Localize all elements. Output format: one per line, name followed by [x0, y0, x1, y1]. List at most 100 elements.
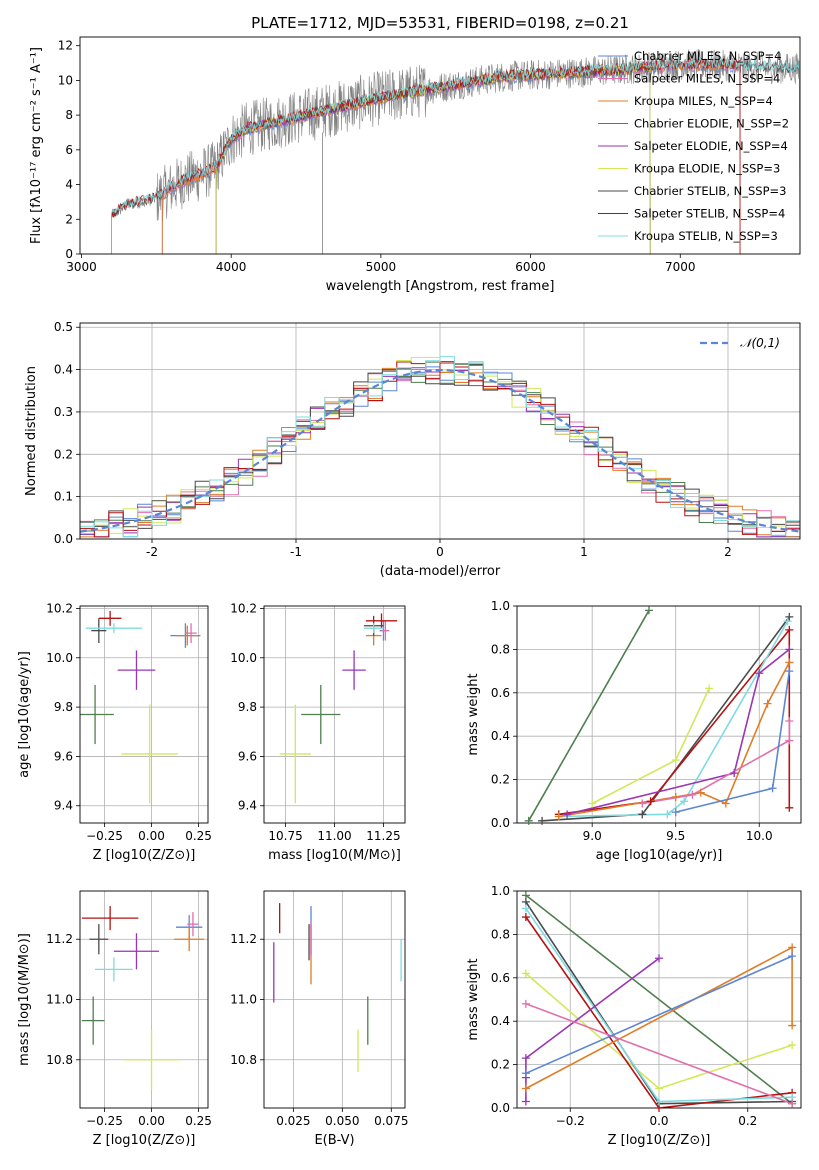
legend-label-salpeter_stelib: Salpeter STELIB, N_SSP=4 [634, 207, 785, 221]
weight-marker-kroupa_elodie [521, 969, 530, 978]
weight-marker-kroupa_miles [788, 943, 797, 952]
y-tick-label: 0.2 [54, 447, 73, 461]
histogram-kroupa_stelib [80, 356, 800, 538]
x-tick-label: 10.75 [268, 829, 302, 843]
weight-line-chabrier_elodie [525, 894, 793, 1105]
panel-mass_weight_vs_age: 9.0 9.5 10.0 0.0 0.2 0.4 0.6 0.8 1.0 age [log10(a… [466, 599, 802, 863]
weight-marker-salpeter_elodie [563, 810, 572, 819]
weight-line-salpeter_miles [525, 1003, 793, 1105]
weight-marker-chabrier_miles [785, 667, 794, 676]
plot-area [111, 49, 800, 254]
weight-marker-kroupa_miles [763, 699, 772, 708]
weight-line-kroupa_stelib [558, 620, 789, 818]
weight-marker-salpeter_miles [638, 799, 647, 808]
y-tick-label: 8 [65, 108, 73, 122]
weight-line-chabrier_miles [525, 955, 793, 1075]
x-tick-label: 0.050 [325, 1114, 359, 1128]
y-tick-label: 0 [65, 247, 73, 261]
panel-mass_vs_ebv: 0.025 0.050 0.075 10.8 11.0 11.2 E(B-V) [230, 890, 408, 1148]
plot-area [517, 891, 801, 1108]
y-tick-label: 1.0 [491, 599, 510, 613]
weight-marker-chabrier_stelib [538, 816, 547, 825]
spectrum-legend: Chabrier MILES, N_SSP=4 Salpeter MILES, N… [598, 49, 789, 243]
y-axis-label: age [log10(age/yr)] [17, 651, 32, 778]
y-tick-label: 9.4 [54, 799, 73, 813]
y-tick-label: 0.6 [491, 971, 510, 985]
weight-line-kroupa_miles [558, 662, 791, 818]
y-tick-label: 10.0 [46, 651, 73, 665]
x-axis-label: Z [log10(Z/Z⊙)] [93, 1133, 196, 1148]
legend-label-salpeter_elodie: Salpeter ELODIE, N_SSP=4 [634, 139, 788, 153]
weight-marker-kroupa_miles [671, 792, 680, 801]
weight-marker-salpeter_miles [785, 717, 794, 726]
weight-marker-kroupa_miles [721, 799, 730, 808]
weight-marker-kroupa_elodie [588, 799, 597, 808]
legend-label-kroupa_miles: Kroupa MILES, N_SSP=4 [634, 94, 773, 108]
weight-marker-salpeter_miles [521, 999, 530, 1008]
weight-marker-kroupa_stelib [655, 1097, 663, 1106]
histogram-chabrier_stelib [80, 363, 800, 538]
x-tick-label: 9.0 [583, 829, 602, 843]
panel-mass_vs_Z: −0.25 0.00 0.25 10.8 11.0 11.2 Z [log10(Z/Z⊙)]… [17, 890, 212, 1148]
y-tick-label: 0.1 [54, 490, 73, 504]
legend-label-chabrier_miles: Chabrier MILES, N_SSP=4 [634, 49, 781, 63]
weight-marker-kroupa_miles [521, 1084, 530, 1093]
x-tick-label: 0.025 [276, 1114, 310, 1128]
x-tick-label: −0.25 [86, 1114, 123, 1128]
x-tick-label: -1 [290, 545, 302, 559]
x-axis-label: wavelength [Angstrom, rest frame] [326, 279, 555, 294]
y-tick-label: 0.4 [54, 363, 73, 377]
y-tick-label: 0.4 [491, 729, 510, 743]
x-tick-label: −0.25 [86, 829, 123, 843]
weight-marker-kroupa_elodie [655, 1084, 663, 1093]
model-spectrum-kroupa_miles [161, 59, 741, 254]
x-tick-label: 7000 [665, 260, 696, 274]
x-tick-label: 0.0 [649, 1114, 668, 1128]
x-tick-label: 0.25 [185, 1114, 212, 1128]
y-tick-label: 0.0 [491, 816, 510, 830]
y-tick-label: 9.8 [54, 700, 73, 714]
y-tick-label: 10.2 [230, 601, 257, 615]
x-axis-label: age [log10(age/yr)] [596, 848, 723, 863]
weight-marker-kroupa_stelib [680, 797, 689, 806]
panel-age_vs_mass: 10.75 11.00 11.25 9.4 9.6 9.8 10.0 10.2 mass [lo… [230, 601, 406, 863]
weight-marker-kroupa_miles [554, 812, 563, 821]
y-tick-label: 10.0 [230, 651, 257, 665]
weight-marker-chabrier_miles [521, 1069, 530, 1078]
x-tick-label: 3000 [66, 260, 97, 274]
residuals-legend: 𝒩(0,1) [700, 336, 780, 350]
weight-marker-salpeter_stelib [646, 797, 655, 806]
weight-marker-chabrier_elodie [644, 606, 653, 615]
x-tick-label: -2 [146, 545, 158, 559]
normal-curve [80, 368, 800, 533]
weight-marker-salpeter_elodie [521, 1097, 530, 1106]
x-axis-label: (data-model)/error [380, 564, 501, 579]
y-tick-label: 0.8 [491, 927, 510, 941]
model-spectrum-kroupa_stelib [111, 56, 800, 254]
y-tick-label: 12 [58, 39, 73, 53]
weight-marker-chabrier_elodie [524, 816, 533, 825]
weight-marker-chabrier_miles [788, 952, 797, 961]
axes-frame [79, 36, 801, 255]
weight-marker-chabrier_miles [671, 808, 680, 817]
weight-line-salpeter_stelib [558, 627, 791, 816]
legend-label-normal: 𝒩(0,1) [740, 336, 780, 350]
x-tick-label: 11.25 [366, 829, 400, 843]
weight-marker-salpeter_miles [688, 790, 697, 799]
axes-frame [263, 890, 406, 1109]
weight-line-kroupa_elodie [591, 688, 710, 805]
y-tick-label: 0.5 [54, 320, 73, 334]
legend-label-kroupa_stelib: Kroupa STELIB, N_SSP=3 [634, 229, 778, 243]
y-axis-label: mass [log10(M/M⊙)] [17, 933, 32, 1066]
y-tick-label: 9.8 [238, 700, 257, 714]
weight-marker-kroupa_elodie [788, 1041, 797, 1050]
y-tick-label: 0.2 [491, 1058, 510, 1072]
x-axis-label: E(B-V) [314, 1133, 354, 1148]
x-tick-label: 5000 [366, 260, 397, 274]
x-tick-label: 0.00 [138, 1114, 165, 1128]
x-tick-label: 0 [436, 545, 444, 559]
plot-area [264, 606, 405, 823]
weight-line-salpeter_elodie [566, 648, 790, 816]
axes-frame [79, 605, 209, 824]
